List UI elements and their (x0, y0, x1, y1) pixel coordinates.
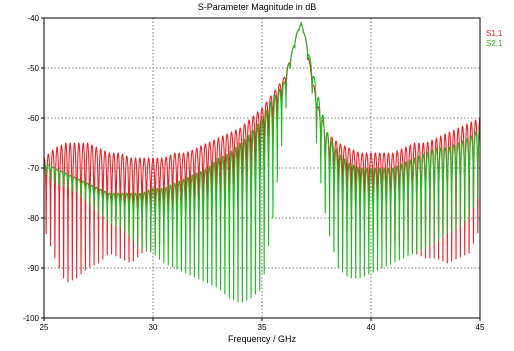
y-tick-label: -60 (27, 114, 39, 123)
legend-entry: S1,1 (486, 29, 503, 38)
x-tick-label: 40 (367, 323, 376, 332)
x-tick-label: 35 (258, 323, 267, 332)
y-tick-label: -80 (27, 214, 39, 223)
x-tick-label: 45 (476, 323, 485, 332)
legend-entry: S2,1 (486, 39, 503, 48)
series-layer (43, 22, 481, 303)
x-tick-label: 30 (149, 323, 158, 332)
y-tick-label: -90 (27, 264, 39, 273)
legend: S1,1S2,1 (486, 29, 503, 48)
series-line-s11 (43, 22, 481, 283)
axes: 25 30 35 40 45 -40 -50 -60 -70 -80 -90 -100 (23, 14, 485, 332)
y-tick-label: -40 (27, 14, 39, 23)
series-line-s21 (43, 22, 481, 303)
y-tick-label: -100 (23, 314, 40, 323)
x-tick-label: 25 (40, 323, 49, 332)
y-tick-label: -70 (27, 164, 39, 173)
chart-title: S-Parameter Magnitude in dB (198, 2, 317, 12)
y-tick-label: -50 (27, 64, 39, 73)
x-axis-label: Frequency / GHz (228, 334, 297, 344)
